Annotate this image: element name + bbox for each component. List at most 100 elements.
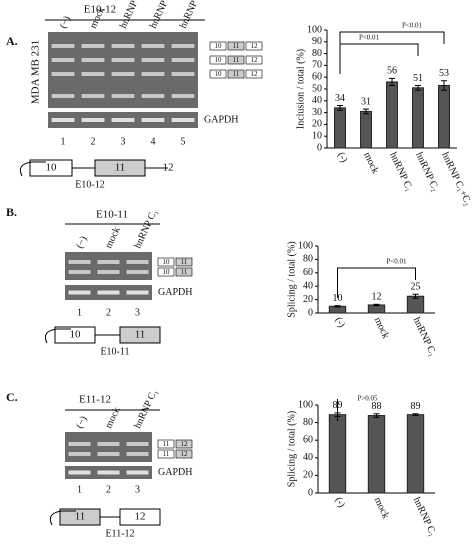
- bar: [406, 414, 425, 494]
- value-label: 89: [411, 401, 421, 412]
- exon-label: 11: [115, 162, 126, 174]
- value-label: 34: [335, 93, 345, 104]
- band: [111, 58, 135, 62]
- band: [111, 94, 135, 98]
- band: [126, 260, 149, 264]
- exon-box-small: [209, 55, 227, 65]
- exon-label: 10: [46, 162, 58, 174]
- y-tick-label: 30: [312, 107, 322, 118]
- band: [81, 72, 105, 76]
- lane-number: 4: [151, 136, 156, 147]
- primer-arrow: [19, 161, 46, 177]
- band: [68, 442, 91, 446]
- exon-box-small: [157, 257, 175, 267]
- exon-label-small: 10: [215, 70, 223, 78]
- band: [97, 470, 120, 475]
- band: [51, 118, 75, 122]
- y-tick-label: 20: [303, 294, 313, 305]
- lane-number: 3: [135, 484, 140, 495]
- y-tick-label: 20: [312, 119, 322, 130]
- exon-label-small: 11: [163, 450, 170, 458]
- exon-label-small: 12: [181, 450, 189, 458]
- value-label: 51: [413, 73, 423, 84]
- y-tick-label: 10: [312, 130, 322, 141]
- y-tick-label: 80: [312, 48, 322, 59]
- lane-label: hnRNP C₁: [118, 0, 146, 30]
- exon-box: [54, 326, 96, 344]
- y-tick-label: 50: [312, 83, 322, 94]
- significance-label: P<0.01: [402, 22, 423, 30]
- loading-control-label: GAPDH: [158, 287, 192, 298]
- y-tick-label: 90: [312, 36, 322, 47]
- y-tick-label: 80: [303, 417, 313, 428]
- y-tick-label: 100: [298, 240, 313, 251]
- diagram-label: E10-12: [75, 179, 104, 190]
- significance-bracket: [339, 31, 445, 62]
- band: [97, 290, 120, 295]
- exon-label-small: 11: [233, 56, 240, 64]
- lane-label: (−): [74, 234, 89, 250]
- band: [111, 44, 135, 48]
- loading-control-label: GAPDH: [158, 467, 192, 478]
- exon-box-small: [245, 69, 263, 79]
- y-tick-label: 70: [312, 60, 322, 71]
- exon-label-small: 12: [251, 56, 259, 64]
- exon-box: [29, 159, 73, 177]
- band: [126, 442, 149, 446]
- exon-label-small: 12: [251, 70, 259, 78]
- band: [97, 442, 120, 446]
- cell-line-label: MDA MB 231: [30, 40, 42, 104]
- primer-arrow: [44, 328, 71, 344]
- y-tick-label: 40: [303, 280, 313, 291]
- y-tick-label: 80: [303, 254, 313, 265]
- band: [68, 260, 91, 264]
- significance-label: P>0.05: [357, 395, 378, 403]
- exon-label-small: 10: [215, 42, 223, 50]
- exon-box-small: [175, 439, 193, 449]
- bar: [438, 84, 450, 149]
- exon-label: 11: [75, 511, 86, 523]
- exon-box-small: [175, 449, 193, 459]
- x-tick-label: hnRNP C₁+C₂: [439, 151, 473, 208]
- lane-number: 5: [181, 136, 186, 147]
- value-label: 88: [372, 401, 382, 412]
- exon-box-small: [209, 41, 227, 51]
- construct-label: E10-11: [96, 209, 128, 221]
- exon-box-small: [157, 449, 175, 459]
- band: [171, 72, 195, 76]
- band: [81, 94, 105, 98]
- band: [97, 270, 120, 274]
- lane-number: 3: [135, 307, 140, 318]
- band: [171, 58, 195, 62]
- bar: [334, 107, 346, 149]
- exon-box-small: [175, 267, 193, 277]
- exon-box: [94, 159, 146, 177]
- bar: [360, 110, 372, 149]
- value-label: 12: [372, 292, 382, 303]
- x-tick-label: hnRNP C₁: [411, 496, 439, 538]
- y-tick-label: 0: [308, 307, 313, 318]
- exon-label-small: 11: [233, 70, 240, 78]
- y-tick-label: 100: [298, 399, 313, 410]
- y-tick-label: 60: [303, 434, 313, 445]
- x-tick-label: (-): [333, 316, 347, 330]
- band: [171, 44, 195, 48]
- lane-label: mock: [103, 225, 122, 250]
- exon-label-small: 12: [181, 440, 189, 448]
- band: [171, 94, 195, 98]
- lane-number: 1: [77, 307, 82, 318]
- band: [141, 58, 165, 62]
- exon-box: [119, 508, 161, 526]
- y-tick-label: 20: [303, 470, 313, 481]
- exon-box-small: [227, 55, 245, 65]
- lane-label: mock: [103, 405, 122, 430]
- y-axis-label: Splicing / total (%): [286, 411, 297, 487]
- panel-label: C.: [6, 390, 18, 404]
- exon-box: [119, 326, 161, 344]
- band: [141, 94, 165, 98]
- lane-label: (−): [74, 414, 89, 430]
- y-axis-label: Splicing / total (%): [286, 241, 297, 317]
- value-label: 10: [333, 293, 343, 304]
- band: [126, 270, 149, 274]
